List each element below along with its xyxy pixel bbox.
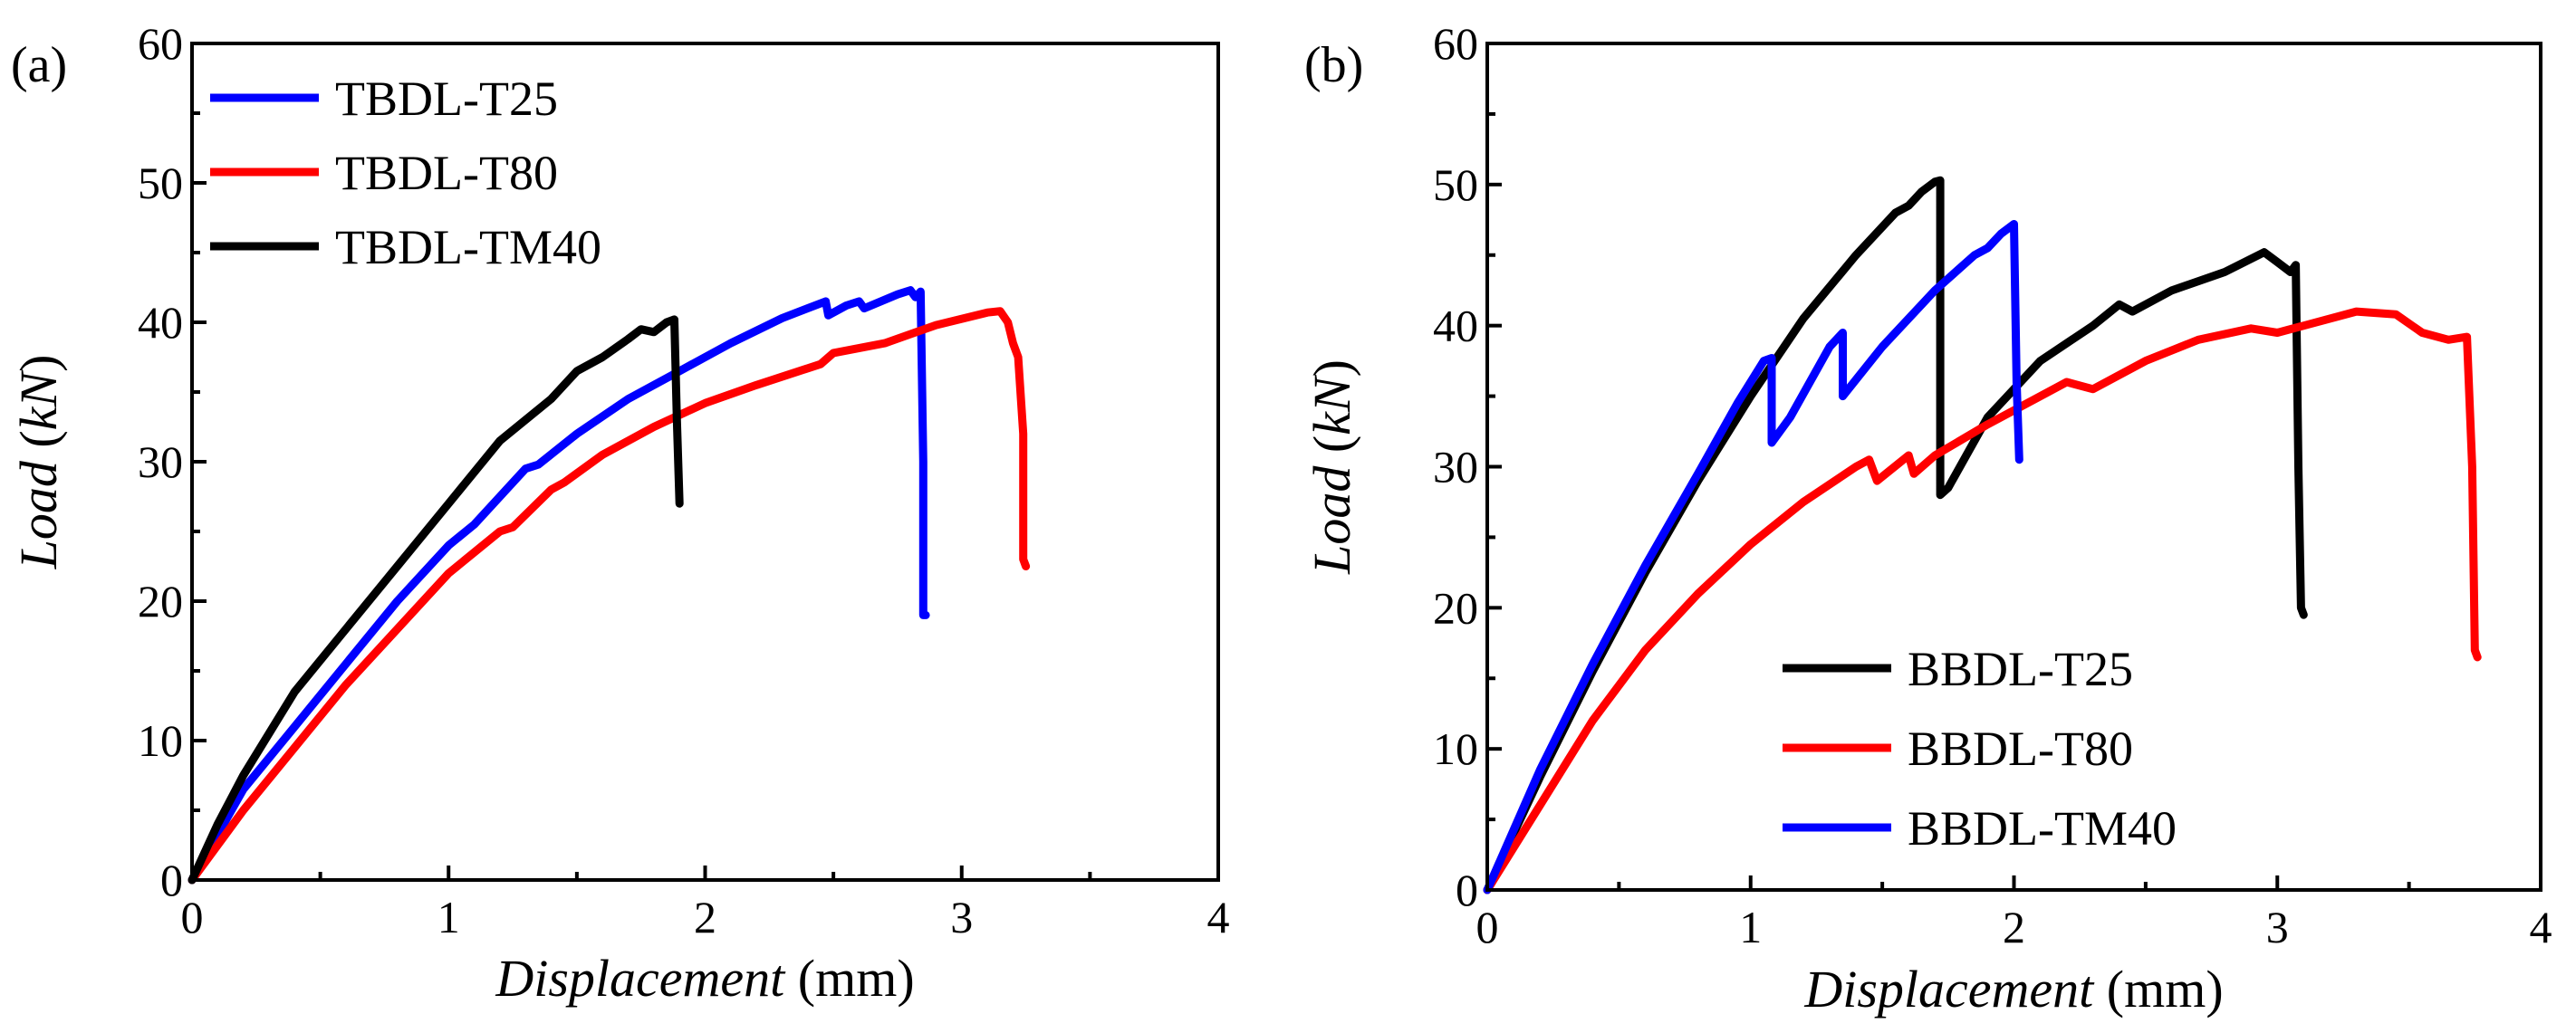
series-line-bbdl-t25 [1483,176,2308,894]
x-tick-label: 1 [437,892,460,942]
legend: TBDL-T25 TBDL-T80 TBDL-TM40 [210,72,601,274]
legend: BBDL-T25 BBDL-T80 BBDL-TM40 [1783,642,2177,856]
series-line-tbdl-t25 [187,286,930,885]
x-tick-label: 3 [950,892,973,942]
y-tick-label: 0 [1456,865,1478,915]
x-tick-label: 2 [2003,902,2025,952]
legend-label: BBDL-TM40 [1908,801,2177,856]
y-tick-label: 60 [138,18,183,69]
y-tick-label: 50 [1433,159,1478,210]
panel-label: (a) [11,37,67,93]
panel-label: (b) [1304,37,1363,93]
legend-label: TBDL-TM40 [335,220,601,274]
legend-label: TBDL-T80 [335,146,558,200]
legend-label: BBDL-T80 [1908,722,2133,776]
y-axis-title: Load (kN) [9,355,68,570]
x-tick-label: 3 [2266,902,2289,952]
series-line-bbdl-tm40 [1483,220,2023,894]
y-tick-label: 40 [1433,301,1478,351]
x-tick-label: 0 [1476,902,1499,952]
y-tick-label: 50 [138,158,183,208]
series-line-tbdl-tm40 [187,315,684,885]
series-line-tbdl-t80 [187,307,1031,885]
series-line-bbdl-t80 [1483,307,2482,894]
x-tick-label: 4 [1207,892,1230,942]
legend-label: BBDL-T25 [1908,642,2133,696]
y-tick-label: 30 [1433,442,1478,493]
x-tick-label: 4 [2530,902,2552,952]
x-tick-label: 1 [1739,902,1762,952]
y-tick-label: 0 [160,855,183,905]
y-tick-label: 20 [138,576,183,626]
x-tick-label: 2 [694,892,716,942]
y-tick-label: 60 [1433,18,1478,69]
y-tick-label: 40 [138,297,183,348]
x-tick-label: 0 [181,892,204,942]
y-tick-label: 10 [138,715,183,766]
x-axis-title: Displacement (mm) [1803,960,2223,1019]
y-tick-label: 30 [138,436,183,487]
x-axis-title: Displacement (mm) [495,949,914,1008]
y-axis-title: Load (kN) [1302,359,1361,575]
y-tick-label: 10 [1433,723,1478,774]
y-tick-label: 20 [1433,582,1478,633]
legend-label: TBDL-T25 [335,72,558,126]
